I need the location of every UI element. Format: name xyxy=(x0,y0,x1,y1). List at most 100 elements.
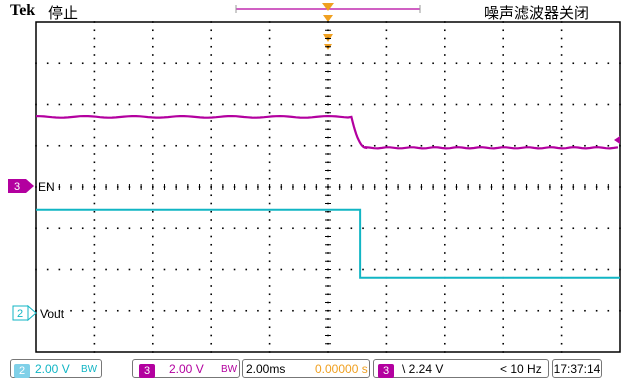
graticule-dot xyxy=(257,268,259,271)
ch2-readout[interactable]: 2 2.00 V BW xyxy=(10,359,102,378)
graticule-dot xyxy=(444,78,446,81)
trigger-position-icon xyxy=(322,3,334,11)
graticule-dot xyxy=(93,194,96,197)
ch2-marker-arrow-icon xyxy=(27,304,37,322)
graticule-dot xyxy=(385,235,388,238)
graticule-dot xyxy=(152,70,154,73)
graticule-dot xyxy=(525,309,528,312)
graticule-dot xyxy=(432,144,434,147)
graticule-dot xyxy=(385,153,388,155)
graticule-dot xyxy=(397,227,399,230)
graticule-dot xyxy=(93,301,96,304)
graticule-dot xyxy=(268,95,271,98)
graticule-dot xyxy=(444,342,446,345)
graticule-dot xyxy=(560,260,563,263)
graticule-dot xyxy=(584,268,586,271)
graticule-dot xyxy=(560,95,563,98)
graticule-dot xyxy=(210,276,212,279)
graticule-dot xyxy=(280,268,283,271)
graticule-dot xyxy=(549,103,551,106)
graticule-dot xyxy=(268,37,271,40)
graticule-dot xyxy=(93,227,96,230)
graticule-dot xyxy=(81,103,84,106)
graticule-dot xyxy=(292,144,294,147)
graticule-dot xyxy=(140,309,142,312)
graticule-dot xyxy=(502,103,504,106)
graticule-dot xyxy=(385,103,388,106)
graticule-dot xyxy=(210,268,212,271)
graticule-dot xyxy=(280,103,283,106)
graticule-dot xyxy=(560,301,563,304)
graticule-dot xyxy=(560,235,563,238)
graticule-dot xyxy=(502,202,504,205)
graticule-dot xyxy=(268,276,271,279)
graticule-dot xyxy=(152,29,154,32)
graticule-dot xyxy=(152,169,154,172)
graticule-dot xyxy=(116,62,119,65)
graticule-dot xyxy=(560,177,563,180)
graticule-dot xyxy=(292,309,294,312)
horizontal-readout[interactable]: 2.00ms 0.00000 s xyxy=(242,359,370,378)
graticule-dot xyxy=(560,318,563,320)
graticule-dot xyxy=(385,169,388,172)
graticule-dot xyxy=(152,285,154,287)
graticule-dot xyxy=(385,144,388,147)
graticule-dot xyxy=(93,318,96,320)
ch3-readout[interactable]: 3 2.00 V BW xyxy=(132,359,240,378)
graticule-dot xyxy=(560,161,563,164)
graticule-dot xyxy=(163,268,166,271)
graticule-dot xyxy=(268,120,271,122)
graticule-dot xyxy=(315,62,318,65)
ch2-ground-marker[interactable]: 2 xyxy=(12,304,37,322)
graticule-dot xyxy=(490,268,493,271)
graticule-dot xyxy=(268,144,271,147)
graticule-dot xyxy=(514,103,516,106)
graticule-dot xyxy=(420,309,423,312)
graticule-dot xyxy=(502,243,504,246)
graticule-dot xyxy=(373,103,376,106)
trigger-level-icon[interactable] xyxy=(614,136,620,144)
graticule-dot xyxy=(210,111,212,114)
graticule-dot xyxy=(93,70,96,73)
graticule-dot xyxy=(46,144,49,147)
graticule-dot xyxy=(385,342,388,345)
graticule-dot xyxy=(210,29,212,32)
graticule-dot xyxy=(444,29,446,32)
graticule-dot xyxy=(362,268,364,271)
graticule-dot xyxy=(58,309,61,312)
graticule-dot xyxy=(362,62,364,65)
graticule-dot xyxy=(257,144,259,147)
graticule-dot xyxy=(385,252,388,254)
graticule-dot xyxy=(572,103,575,106)
graticule-dot xyxy=(81,227,84,230)
graticule-dot xyxy=(444,285,446,287)
graticule-dot xyxy=(93,210,96,213)
ch3-ground-marker[interactable]: 3 xyxy=(8,179,34,193)
graticule-dot xyxy=(210,136,212,139)
brand-logo: Tek xyxy=(10,2,36,19)
graticule-dot xyxy=(595,227,598,230)
graticule-dot xyxy=(315,309,318,312)
graticule-dot xyxy=(537,62,540,65)
graticule-dot xyxy=(549,144,551,147)
graticule-dot xyxy=(140,62,142,65)
trigger-readout[interactable]: 3 \ 2.24 V < 10 Hz xyxy=(373,359,549,378)
graticule-dot xyxy=(128,62,131,65)
graticule-dot xyxy=(514,268,516,271)
graticule-dot xyxy=(268,87,271,89)
graticule-dot xyxy=(444,301,446,304)
graticule-dot xyxy=(549,227,551,230)
graticule-dot xyxy=(525,227,528,230)
graticule-dot xyxy=(362,227,364,230)
graticule-dot xyxy=(93,276,96,279)
graticule-dot xyxy=(93,243,96,246)
graticule-dot xyxy=(385,120,388,122)
graticule-dot xyxy=(502,260,504,263)
graticule-dot xyxy=(338,62,341,65)
graticule-dot xyxy=(93,285,96,287)
graticule-dot xyxy=(152,120,154,122)
graticule-dot xyxy=(280,227,283,230)
graticule-dot xyxy=(397,62,399,65)
graticule-dot xyxy=(93,62,96,65)
graticule-dot xyxy=(93,144,96,147)
